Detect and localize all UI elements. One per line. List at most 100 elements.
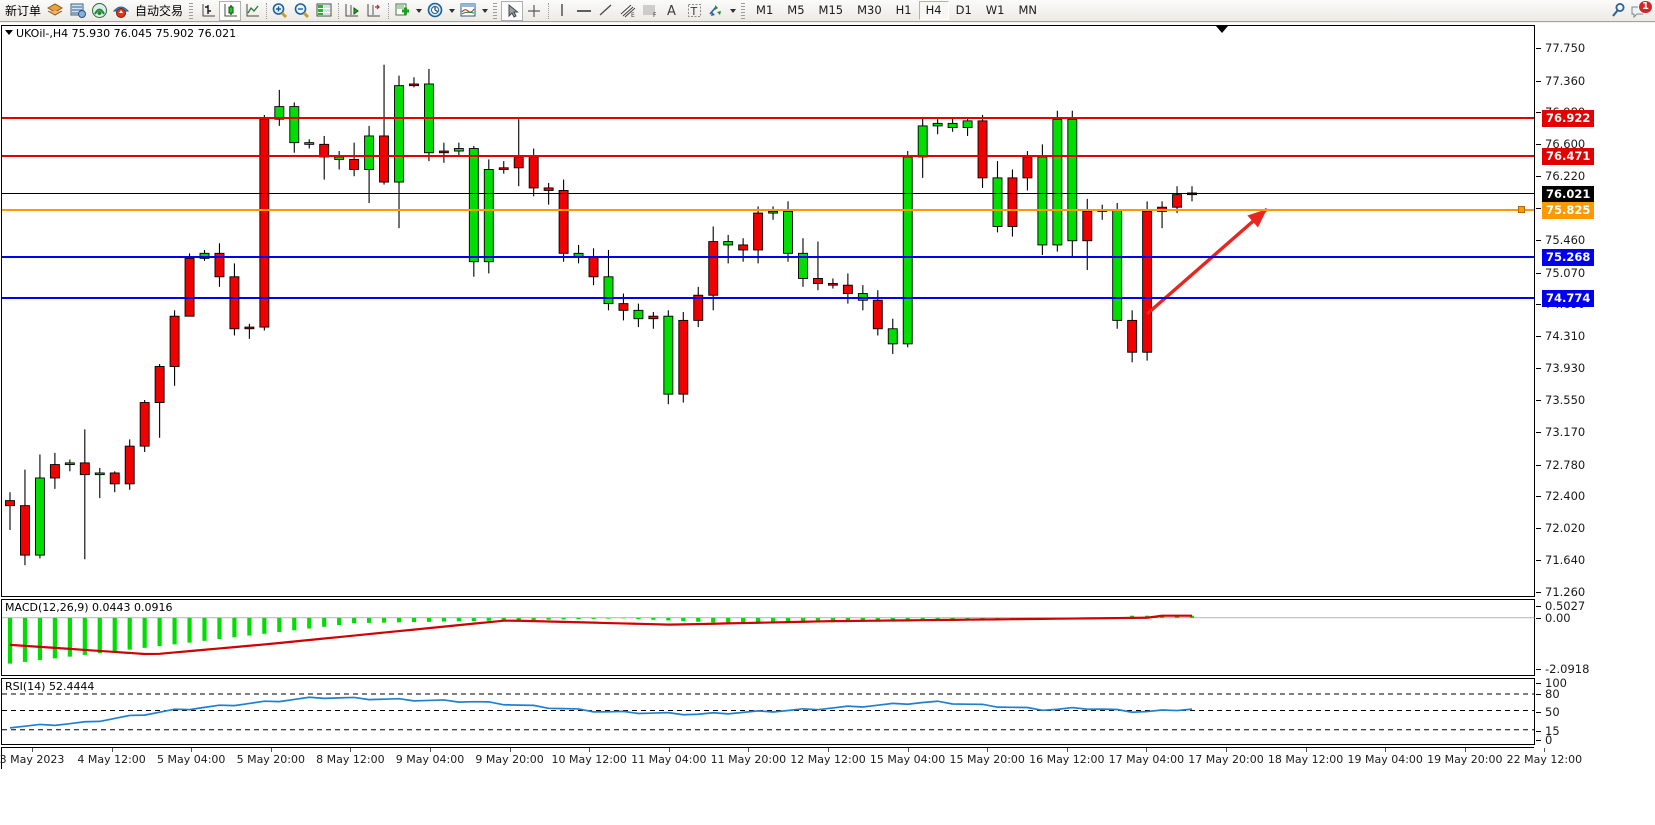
time-label: 17 May 04:00 — [1108, 753, 1185, 766]
trendline-icon[interactable] — [595, 1, 617, 21]
data-window-icon[interactable] — [66, 1, 88, 21]
crosshair-icon[interactable] — [523, 1, 545, 21]
order-book-icon[interactable] — [44, 1, 66, 21]
macd-svg — [2, 614, 1535, 664]
new-order-button[interactable]: 新订单 — [5, 3, 42, 18]
toolbar-grip-3[interactable] — [740, 1, 748, 20]
price-level-line-75.825[interactable] — [2, 209, 1534, 212]
period-dropdown-arrow[interactable] — [446, 1, 457, 21]
timeframe-h1[interactable]: H1 — [895, 3, 912, 17]
data-window-grid-icon[interactable] — [313, 1, 335, 21]
macd-tick-0.5027: 0.5027 — [1535, 599, 1585, 613]
bar-chart-icon[interactable] — [197, 1, 219, 21]
price-tick-75.070: 75.070 — [1535, 266, 1585, 280]
resistance-level-2-label[interactable]: 76.471 — [1542, 148, 1595, 166]
candlestick-chart-icon[interactable] — [219, 0, 242, 21]
chart-collapse-caret[interactable] — [5, 30, 13, 35]
macd-tick--2.0918: -2.0918 — [1535, 662, 1589, 676]
arrows-icon[interactable] — [705, 1, 727, 21]
time-label: 18 May 12:00 — [1267, 753, 1344, 766]
price-level-line-76.021[interactable] — [2, 192, 1534, 194]
rsi-tick-15: 15 — [1535, 724, 1560, 738]
zoom-out-icon[interactable] — [291, 1, 313, 21]
timeframe-w1[interactable]: W1 — [985, 3, 1005, 17]
text-icon[interactable]: A — [661, 1, 683, 21]
price-level-line-76.471[interactable] — [2, 155, 1534, 158]
price-tick-74.310: 74.310 — [1535, 329, 1585, 343]
price-level-line-75.268[interactable] — [2, 256, 1534, 258]
price-tick-72.020: 72.020 — [1535, 521, 1585, 535]
rsi-tick-50: 50 — [1535, 705, 1560, 719]
toolbar-grip[interactable] — [188, 1, 196, 20]
timeframe-group: M1 M5 M15 M30 H1 H4 D1 W1 MN — [749, 1, 1044, 20]
equidistant-channel-icon[interactable]: E — [617, 1, 639, 21]
time-label: 11 May 04:00 — [631, 753, 707, 766]
time-tick — [1544, 748, 1546, 752]
support-level-1-label[interactable]: 75.268 — [1542, 249, 1595, 266]
templates-icon[interactable] — [457, 1, 479, 21]
rsi-label: RSI(14) 52.4444 — [5, 680, 95, 693]
price-level-line-76.922[interactable] — [2, 117, 1534, 120]
time-tick — [828, 748, 829, 752]
time-tick — [748, 748, 750, 752]
toolbar-right-group: 1 — [1607, 0, 1653, 21]
timeframe-m5[interactable]: M5 — [787, 3, 805, 17]
templates-dropdown-arrow[interactable] — [479, 1, 490, 21]
zoom-in-icon[interactable] — [269, 1, 291, 21]
text-label-icon[interactable]: T — [683, 1, 705, 21]
rsi-tick-0: 0 — [1535, 733, 1552, 747]
price-pane[interactable]: UKOil-,H4 75.930 76.045 75.902 76.021 — [1, 25, 1535, 597]
terminal-icon[interactable] — [88, 1, 110, 21]
pivot-level-handle[interactable] — [1518, 206, 1525, 214]
price-tick-72.400: 72.400 — [1535, 489, 1585, 503]
autotrading-button[interactable]: 自动交易 — [135, 3, 184, 18]
line-chart-icon[interactable] — [241, 1, 263, 21]
pivot-level-label[interactable]: 75.825 — [1542, 202, 1595, 220]
notifications-icon[interactable]: 1 — [1629, 0, 1653, 21]
timeframe-m30[interactable]: M30 — [857, 3, 882, 17]
navigator-icon[interactable] — [110, 1, 132, 21]
chart-area[interactable]: UKOil-,H4 75.930 76.045 75.902 76.021 MA… — [0, 23, 1655, 825]
price-axis[interactable]: 77.75077.36076.98076.60076.22075.84075.4… — [1535, 25, 1655, 747]
timeframe-mn[interactable]: MN — [1018, 3, 1037, 17]
main-toolbar: 新订单 — [0, 0, 1655, 22]
price-tick-73.170: 73.170 — [1535, 425, 1585, 439]
chart-top-marker[interactable] — [1216, 26, 1228, 33]
timeframe-m15[interactable]: M15 — [818, 3, 844, 17]
chart-shift-icon[interactable] — [363, 1, 385, 21]
price-tick-76.220: 76.220 — [1535, 169, 1585, 183]
time-tick — [1305, 748, 1307, 752]
time-tick — [668, 748, 670, 752]
time-label: 5 May 20:00 — [236, 753, 306, 766]
price-level-line-74.774[interactable] — [2, 297, 1534, 300]
indicator-dropdown-arrow[interactable] — [413, 1, 424, 21]
time-tick — [1146, 748, 1148, 752]
rsi-pane[interactable]: RSI(14) 52.4444 — [1, 678, 1535, 745]
rsi-tick-80: 80 — [1535, 687, 1560, 701]
macd-tick-0.00: 0.00 — [1535, 611, 1571, 625]
auto-scroll-icon[interactable] — [341, 1, 363, 21]
horizontal-line-icon[interactable] — [573, 1, 595, 21]
time-label: 9 May 04:00 — [395, 753, 465, 766]
timeframe-d1[interactable]: D1 — [955, 3, 972, 17]
macd-pane[interactable]: MACD(12,26,9) 0.0443 0.0916 — [1, 599, 1535, 676]
rsi-svg — [2, 693, 1535, 731]
toolbar-grip-2[interactable] — [492, 1, 500, 20]
timeframe-m1[interactable]: M1 — [756, 3, 774, 17]
cursor-icon[interactable] — [501, 0, 524, 21]
arrows-dropdown-arrow[interactable] — [727, 1, 738, 21]
time-label: 10 May 12:00 — [551, 753, 627, 766]
time-tick — [430, 748, 431, 752]
time-axis[interactable]: 3 May 2023 4 May 12:00 5 May 04:00 5 May 20… — [0, 747, 1582, 769]
vertical-line-icon[interactable] — [551, 1, 573, 21]
add-indicator-icon[interactable] — [391, 1, 413, 21]
last-price-label[interactable]: 76.021 — [1542, 185, 1595, 203]
fibonacci-retracement-icon[interactable]: F — [639, 1, 661, 21]
price-tick-73.930: 73.930 — [1535, 361, 1585, 375]
timeframe-h4[interactable]: H4 — [918, 1, 949, 20]
resistance-level-1-label[interactable]: 76.922 — [1542, 110, 1595, 128]
period-clock-icon[interactable] — [424, 1, 446, 21]
search-icon[interactable] — [1607, 1, 1629, 21]
support-level-2-label[interactable]: 74.774 — [1542, 290, 1595, 308]
